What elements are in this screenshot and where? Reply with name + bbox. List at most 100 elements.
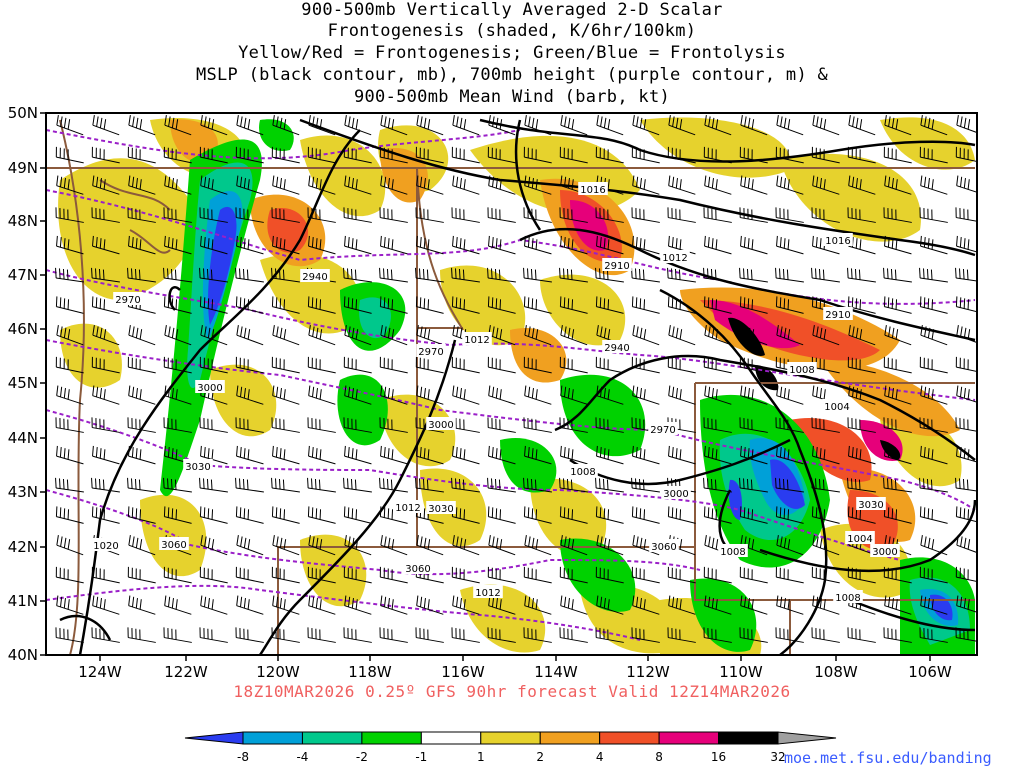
wind-barb — [704, 595, 732, 615]
lat-label: 41N — [8, 592, 38, 610]
wind-barb — [272, 235, 300, 255]
wind-barb — [668, 445, 696, 465]
wind-barb — [956, 535, 977, 556]
wind-barb — [775, 267, 804, 283]
wind-barb — [127, 477, 156, 493]
wind-barb — [199, 296, 228, 314]
credit-link[interactable]: moe.met.fsu.edu/banding — [784, 749, 992, 767]
wind-barb — [812, 325, 840, 346]
wind-barb — [920, 115, 948, 136]
wind-barb — [91, 627, 120, 643]
wind-barb — [812, 115, 840, 136]
wind-barb — [955, 627, 977, 643]
wind-barb — [920, 535, 948, 556]
wind-barb — [631, 267, 660, 283]
wind-barb — [631, 146, 660, 164]
wind-barb — [775, 207, 804, 223]
mslp-label: 1016 — [580, 185, 605, 196]
wind-barb — [56, 595, 84, 615]
wind-barb — [847, 477, 876, 493]
wind-barb — [883, 207, 912, 223]
wind-barb — [379, 267, 408, 283]
wind-barb — [595, 146, 624, 164]
wind-barb — [379, 417, 408, 433]
wind-barb — [416, 535, 444, 556]
wind-barb — [127, 207, 156, 223]
wind-barb — [668, 385, 696, 405]
wind-barb — [307, 146, 336, 164]
wind-barb — [667, 566, 696, 584]
wind-barb — [127, 417, 156, 433]
wind-barb — [524, 325, 552, 346]
wind-barb — [559, 506, 588, 524]
wind-barb — [919, 477, 948, 493]
wind-barb — [416, 595, 444, 615]
wind-barb — [559, 207, 588, 223]
wind-barb — [452, 115, 480, 136]
wind-barb — [272, 535, 300, 556]
wind-barb — [704, 325, 732, 346]
wind-barb — [848, 445, 876, 465]
wind-barb — [343, 207, 372, 223]
wind-barb — [847, 506, 876, 524]
wind-barb — [163, 296, 192, 314]
wind-barb — [776, 235, 804, 255]
wind-barb — [56, 385, 84, 405]
wind-barb — [308, 175, 336, 195]
wind-barb — [524, 535, 552, 556]
wind-barb — [884, 235, 912, 255]
lon-label: 108W — [814, 663, 858, 681]
wind-barb — [91, 506, 120, 524]
wind-barb — [560, 115, 588, 136]
wind-barb — [271, 296, 300, 314]
wind-barb — [379, 627, 408, 643]
wind-barb — [380, 535, 408, 556]
height-label: 3000 — [197, 383, 222, 394]
wind-barb — [884, 445, 912, 465]
wind-barb — [919, 506, 948, 524]
wind-barb — [236, 445, 264, 465]
wind-barb — [55, 417, 84, 433]
wind-barb — [452, 175, 480, 195]
contour-labels: 1020 1016 1016 1012 1012 1012 1012 1008 1008 1008… — [91, 182, 900, 604]
lat-label: 49N — [8, 159, 38, 177]
wind-barb — [775, 356, 804, 374]
wind-barb — [236, 385, 264, 405]
wind-barb — [811, 146, 840, 164]
wind-barb — [703, 146, 732, 164]
wind-barb — [271, 506, 300, 524]
wind-barb — [415, 477, 444, 493]
wind-barb — [164, 385, 192, 405]
wind-barb — [380, 445, 408, 465]
wind-barb — [415, 267, 444, 283]
wind-barb — [595, 296, 624, 314]
wind-barb — [343, 267, 372, 283]
wind-barb — [704, 175, 732, 195]
wind-barb — [55, 296, 84, 314]
wind-barb — [199, 417, 228, 433]
wind-barb — [307, 356, 336, 374]
wind-barb — [667, 627, 696, 643]
wind-barb — [740, 595, 768, 615]
wind-barb — [812, 175, 840, 195]
wind-barb — [164, 325, 192, 346]
wind-barb — [199, 267, 228, 283]
wind-barb — [91, 566, 120, 584]
wind-barb — [524, 175, 552, 195]
wind-barb — [884, 595, 912, 615]
wind-barb — [236, 235, 264, 255]
wind-barb — [451, 296, 480, 314]
wind-barb — [92, 325, 120, 346]
wind-barb — [92, 235, 120, 255]
wind-barb — [271, 417, 300, 433]
colorbar-segment — [184, 731, 244, 745]
wind-barb — [128, 535, 156, 556]
colorbar-segment — [242, 731, 303, 745]
wind-barb — [271, 207, 300, 223]
colorbar-label: -4 — [296, 750, 308, 764]
wind-barb — [883, 477, 912, 493]
wind-barb — [847, 296, 876, 314]
wind-barb — [596, 235, 624, 255]
wind-barb — [523, 146, 552, 164]
wind-barb — [271, 267, 300, 283]
